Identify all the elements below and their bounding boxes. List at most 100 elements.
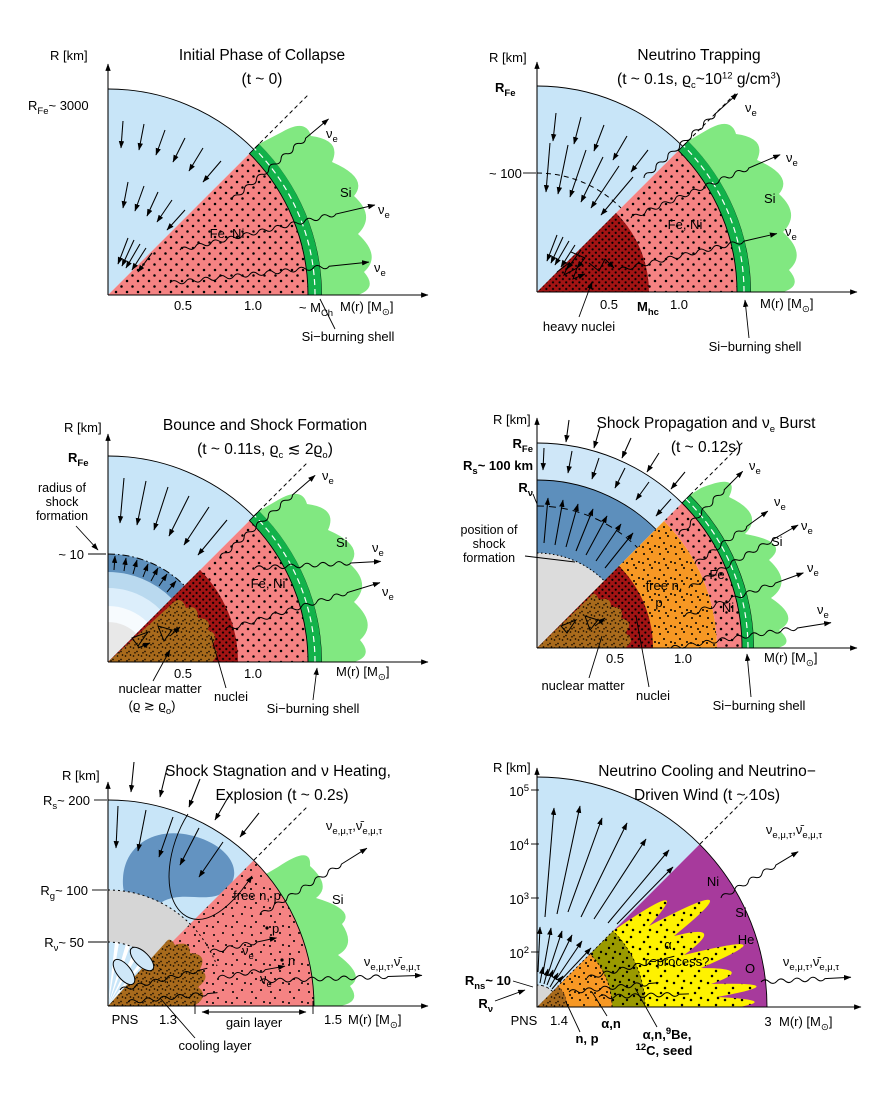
radius-ns-label: Rns~ 10 [465, 973, 511, 992]
radius-nu-label: Rν [478, 996, 493, 1015]
tick-1-4: 1.4 [550, 1013, 568, 1028]
stagnation-streamline [168, 813, 253, 920]
panel-shock-stagnation: Shock Stagnation and ν Heating, Explosio… [40, 761, 429, 1053]
shock-formation-arc [107, 553, 185, 586]
callout-arrow [75, 525, 99, 551]
x-axis-label: M(r) [M⊙] [336, 664, 389, 683]
label-nu-e-4: νe [807, 560, 819, 579]
label-nu-e-3: νe [801, 518, 813, 537]
axes [534, 767, 862, 1010]
heavy-nuclei-pointer [578, 281, 593, 318]
nuclear-matter-pointer [152, 649, 171, 682]
label-nu-all-1: νe,μ,τ,ν̄e,μ,τ [326, 818, 382, 837]
gain-radius-arc [107, 889, 218, 967]
si-shell-pointer [743, 299, 750, 339]
label-alpha-n: α,n [601, 1016, 621, 1031]
shock-arc [107, 799, 315, 1007]
region-convective-plume [122, 833, 235, 907]
axes [534, 417, 858, 651]
radius-shock-label: Rs~ 200 [43, 793, 90, 812]
label-ni: Ni [707, 874, 719, 889]
label-si-burning-shell: Si−burning shell [302, 329, 395, 344]
region-fe-ni-core [108, 153, 308, 295]
region-center-gray [108, 622, 137, 662]
panel-subtitle: (t ~ 0.12s) [671, 439, 741, 456]
tick-m-ch: ~ MCh [299, 300, 333, 319]
region-np [537, 986, 567, 1007]
np-pointer [565, 1001, 581, 1033]
label-pns: PNS [511, 1013, 538, 1028]
iron-core-arc [536, 85, 684, 147]
label-nu-e-2: νe [372, 540, 384, 559]
nuclei-pointer [635, 615, 650, 688]
shock-radius-callout: radius of shock formation [36, 481, 99, 551]
tick-m-hc: Mhc [637, 299, 659, 318]
label-si-burning-shell: Si−burning shell [709, 339, 802, 354]
label-si: Si [735, 905, 747, 920]
nuclei-pointer [210, 635, 227, 689]
label-alpha: α [664, 937, 672, 952]
shell-dashed-line [253, 515, 316, 663]
label-heavy-nuclei: heavy nuclei [543, 319, 615, 334]
region-center-gray [537, 553, 604, 648]
region-postshock-band [537, 479, 656, 648]
label-he: He [738, 932, 755, 947]
tick-3: 3 [764, 1014, 771, 1029]
si-shell-pointer [319, 298, 336, 330]
radius-fe-label: RFe~ 3000 [28, 98, 89, 117]
shell-dashed-line [253, 148, 316, 296]
panel-title: Bounce and Shock Formation [163, 417, 367, 434]
y-axis-label: R [km] [489, 50, 527, 65]
tick-1e4: 104 [509, 837, 529, 853]
axes [105, 63, 429, 298]
panel-title: Neutrino Cooling and Neutrino− [598, 763, 816, 780]
si-shell-pointer [744, 653, 752, 698]
callout-line-1: position of [461, 523, 519, 537]
convection-cell-2 [129, 946, 155, 972]
tick-1e2: 102 [509, 945, 529, 961]
nuclear-texture [560, 615, 606, 634]
diagonal-dashed-line [254, 93, 310, 149]
axes [534, 61, 858, 295]
panel-subtitle: Explosion (t ~ 0.2s) [215, 787, 348, 804]
region-si-layer [259, 493, 368, 662]
x-axis-label: M(r) [M⊙] [340, 299, 393, 318]
label-nubar-e: ν̄e [242, 943, 254, 962]
label-nu-e-2: νe [786, 150, 798, 169]
region-outer-infall-band [537, 443, 682, 648]
x-axis-label: M(r) [M⊙] [779, 1014, 832, 1033]
callout-line-2: shock [473, 537, 506, 551]
axes [105, 433, 429, 665]
label-density: (ϱ ≳ ϱo) [129, 698, 176, 717]
radius-gain-label: Rg~ 100 [40, 883, 88, 902]
rnu-tick [532, 493, 538, 505]
label-nuclei: nuclei [636, 688, 670, 703]
region-nuclear-matter [537, 593, 631, 648]
panel-neutrino-wind: Neutrino Cooling and Neutrino− Driven Wi… [465, 760, 862, 1058]
label-cooling-layer: cooling layer [179, 1038, 253, 1053]
label-fe-ni: Fe, Ni [251, 576, 286, 591]
radius-ticks [88, 799, 107, 943]
label-nu-e: νe [260, 971, 272, 990]
callout-line-1: radius of [38, 481, 86, 495]
region-si-layer [688, 123, 797, 292]
x-axis-label: M(r) [M⊙] [764, 650, 817, 669]
proton-dot [265, 926, 269, 930]
random-walk-lines [556, 251, 615, 280]
label-si: Si [764, 191, 776, 206]
seed-pointer [634, 987, 658, 1028]
infall-arrows [543, 112, 649, 270]
x-axis-label: M(r) [M⊙] [348, 1012, 401, 1031]
label-nu-e-3: νe [374, 260, 386, 279]
region-si-layer [259, 125, 372, 295]
gray-dotted-arc [536, 552, 605, 582]
y-axis-label: R [km] [493, 760, 531, 775]
label-fe: Fe [709, 567, 724, 582]
region-alpha-be-seed [589, 930, 646, 1008]
callout-line-3: formation [36, 509, 88, 523]
label-nu-e-5: νe [817, 602, 829, 621]
label-si-burning-shell: Si−burning shell [267, 701, 360, 716]
y-axis-label: R [km] [64, 420, 102, 435]
si-shell-pointer [312, 667, 319, 701]
